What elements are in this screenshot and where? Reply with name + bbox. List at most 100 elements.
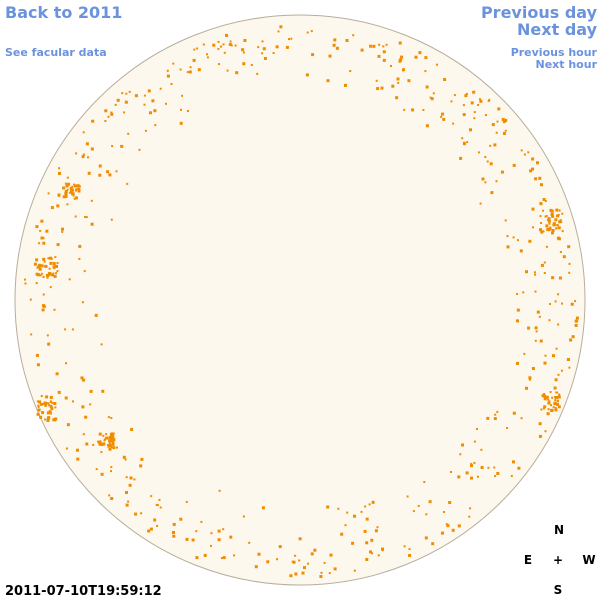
facula xyxy=(376,87,380,91)
facula xyxy=(496,120,499,123)
facula xyxy=(552,222,556,226)
facula xyxy=(553,386,557,390)
facula xyxy=(46,402,49,405)
facula xyxy=(100,343,103,346)
facula xyxy=(108,436,112,440)
facula xyxy=(179,517,183,521)
facula xyxy=(202,43,205,46)
facula xyxy=(326,505,330,509)
facula xyxy=(110,497,114,500)
facula xyxy=(351,541,355,545)
facula xyxy=(91,119,95,123)
facula xyxy=(517,466,521,470)
facula xyxy=(57,193,61,197)
facula xyxy=(36,400,39,403)
facula xyxy=(72,194,75,197)
facula xyxy=(473,111,476,114)
facula xyxy=(382,45,385,48)
facula xyxy=(147,529,151,533)
facula xyxy=(543,394,546,398)
facula xyxy=(84,216,87,218)
facula xyxy=(65,184,69,188)
facula xyxy=(36,413,39,416)
facular-link[interactable]: See facular data xyxy=(5,46,107,59)
facula xyxy=(50,407,54,411)
facula xyxy=(89,389,93,393)
previous-hour-link[interactable]: Previous hour xyxy=(511,46,598,59)
facula xyxy=(533,271,536,274)
facula xyxy=(112,446,116,450)
facula xyxy=(462,104,465,107)
facula xyxy=(469,128,472,132)
facula xyxy=(398,59,402,63)
facula xyxy=(38,267,42,271)
facula xyxy=(550,212,554,216)
facula xyxy=(210,532,213,535)
facula xyxy=(385,43,388,46)
facula xyxy=(66,447,68,450)
next-hour-link[interactable]: Next hour xyxy=(536,58,598,71)
facula xyxy=(124,458,127,461)
facula xyxy=(111,145,114,148)
facula xyxy=(575,316,579,320)
facula xyxy=(126,182,129,185)
facula xyxy=(451,528,455,532)
facula xyxy=(407,79,411,83)
facula xyxy=(186,71,189,74)
facula xyxy=(551,229,555,232)
facula xyxy=(310,552,314,556)
facula xyxy=(566,358,570,361)
facula xyxy=(81,155,85,159)
facula xyxy=(313,548,317,552)
facula xyxy=(512,460,515,464)
facula xyxy=(546,228,550,231)
facula xyxy=(110,218,113,221)
facula xyxy=(417,504,420,507)
facula xyxy=(110,466,113,469)
facula xyxy=(212,43,216,47)
facula xyxy=(374,529,378,533)
facula xyxy=(406,495,409,498)
facula xyxy=(333,567,337,571)
facula xyxy=(153,109,157,113)
facula xyxy=(275,45,279,49)
facula xyxy=(378,43,381,46)
facula xyxy=(49,286,52,289)
facula xyxy=(128,483,132,487)
facula xyxy=(150,495,153,498)
facula xyxy=(125,491,128,494)
facula xyxy=(290,37,293,40)
facula xyxy=(544,215,547,218)
facula xyxy=(74,196,78,200)
facula xyxy=(480,448,483,451)
facula xyxy=(39,402,43,406)
facula xyxy=(257,46,260,49)
facula xyxy=(568,262,571,265)
previous-day-link[interactable]: Previous day xyxy=(481,3,598,22)
facula xyxy=(100,451,103,454)
facula xyxy=(125,476,128,479)
facula xyxy=(222,528,225,531)
facula xyxy=(166,74,170,78)
faculae xyxy=(24,25,579,578)
facula xyxy=(172,531,175,534)
facula xyxy=(303,566,306,570)
next-day-link[interactable]: Next day xyxy=(517,20,598,39)
facula xyxy=(122,455,126,459)
facula xyxy=(261,40,264,43)
facula xyxy=(301,571,305,575)
facula xyxy=(529,169,533,173)
facula xyxy=(53,274,57,278)
facula xyxy=(472,90,476,94)
facula xyxy=(411,108,415,112)
facula xyxy=(340,532,344,536)
facula xyxy=(558,393,561,396)
facula xyxy=(53,402,57,405)
facula xyxy=(536,310,540,314)
facula xyxy=(196,47,199,50)
facula xyxy=(138,148,141,151)
facula xyxy=(554,407,557,409)
facula xyxy=(487,466,490,469)
back-link[interactable]: Back to 2011 xyxy=(5,3,122,22)
facula xyxy=(66,176,69,179)
